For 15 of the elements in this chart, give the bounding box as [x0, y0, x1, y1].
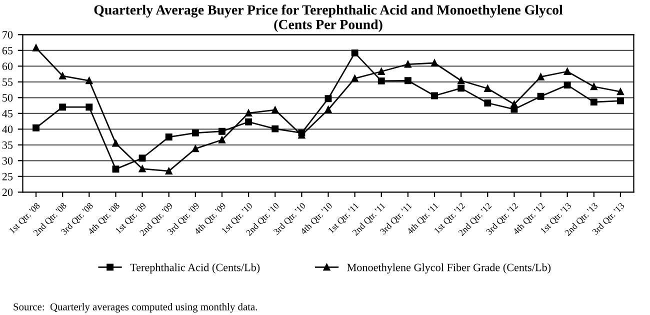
y-tick-label: 20 [2, 188, 13, 196]
source-note: Source: Quarterly averages computed using monthly data. [14, 303, 258, 313]
legend-label: Monoethylene Glycol Fiber Grade (Cents/Lb) [347, 263, 551, 274]
y-tick-label: 50 [2, 94, 13, 102]
y-tick-label: 25 [2, 172, 13, 180]
y-tick-label: 60 [2, 62, 13, 70]
legend-label: Terephthalic Acid (Cents/Lb) [130, 263, 260, 274]
y-tick-label: 45 [2, 110, 13, 118]
y-tick-label: 35 [2, 141, 13, 149]
y-tick-label: 40 [2, 126, 13, 134]
y-tick-label: 70 [2, 31, 13, 39]
y-tick-label: 55 [2, 78, 13, 86]
y-tick-label: 65 [2, 46, 13, 54]
chart-title: Quarterly Average Buyer Price for Terephthalic Acid and Monoethylene Glycol (Cents Per Pound) [94, 4, 563, 32]
y-tick-label: 30 [2, 157, 13, 165]
